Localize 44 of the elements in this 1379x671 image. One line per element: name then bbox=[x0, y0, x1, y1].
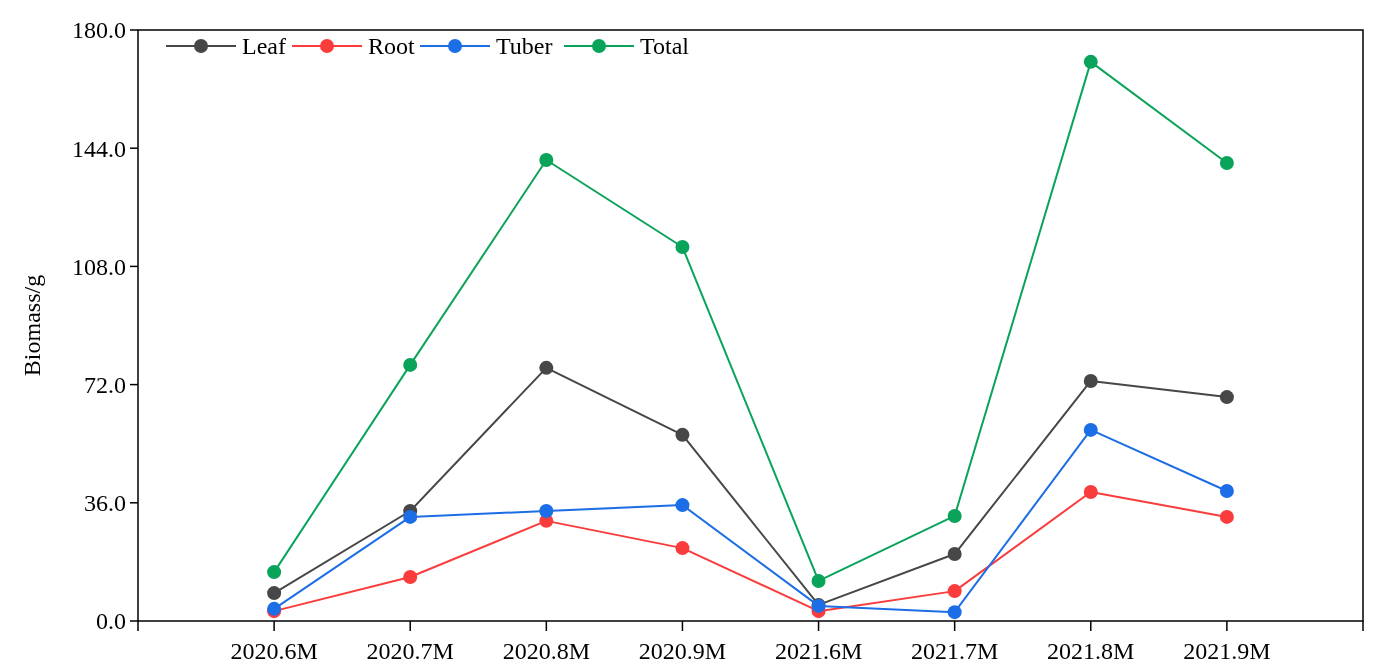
point bbox=[947, 584, 962, 599]
point bbox=[1219, 155, 1234, 170]
point bbox=[1083, 484, 1098, 499]
x-tick-label: 2020.6M bbox=[230, 638, 318, 664]
y-tick-label: 36.0 bbox=[84, 490, 126, 517]
point bbox=[539, 360, 554, 375]
x-tick-label: 2021.9M bbox=[1183, 638, 1271, 664]
point bbox=[539, 504, 554, 519]
point bbox=[539, 153, 554, 168]
x-tick-label: 2021.6M bbox=[774, 638, 863, 664]
y-axis-title: Biomass/g bbox=[19, 274, 45, 377]
point bbox=[675, 498, 690, 513]
point bbox=[947, 508, 962, 523]
y-tick-label: 144.0 bbox=[72, 135, 126, 162]
point bbox=[1219, 509, 1234, 524]
y-tick-label: 180.0 bbox=[72, 17, 126, 44]
point bbox=[675, 541, 690, 556]
legend-label: Tuber bbox=[496, 33, 553, 60]
x-tick-label: 2020.7M bbox=[366, 638, 454, 664]
point bbox=[947, 547, 962, 562]
point bbox=[947, 605, 962, 620]
y-tick-label: 0.0 bbox=[96, 608, 126, 635]
legend-label: Leaf bbox=[242, 33, 286, 60]
point bbox=[675, 427, 690, 442]
point bbox=[1083, 54, 1098, 69]
legend-label: Total bbox=[640, 33, 690, 60]
x-tick-label: 2020.8M bbox=[502, 638, 591, 664]
x-tick-label: 2021.7M bbox=[910, 638, 999, 664]
point bbox=[267, 565, 282, 580]
point bbox=[1083, 373, 1098, 388]
y-tick-label: 108.0 bbox=[72, 253, 126, 280]
point bbox=[403, 357, 418, 372]
point bbox=[267, 586, 282, 601]
y-tick-label: 72.0 bbox=[84, 372, 126, 398]
point bbox=[1219, 483, 1234, 498]
point bbox=[1219, 390, 1234, 405]
x-tick-label: 2020.9M bbox=[638, 638, 727, 664]
point bbox=[1083, 422, 1098, 437]
point bbox=[403, 509, 418, 524]
point bbox=[675, 240, 690, 255]
legend-label: Root bbox=[368, 33, 416, 60]
point bbox=[403, 570, 418, 584]
x-tick-label: 2021.8M bbox=[1047, 638, 1135, 664]
point bbox=[811, 573, 826, 588]
